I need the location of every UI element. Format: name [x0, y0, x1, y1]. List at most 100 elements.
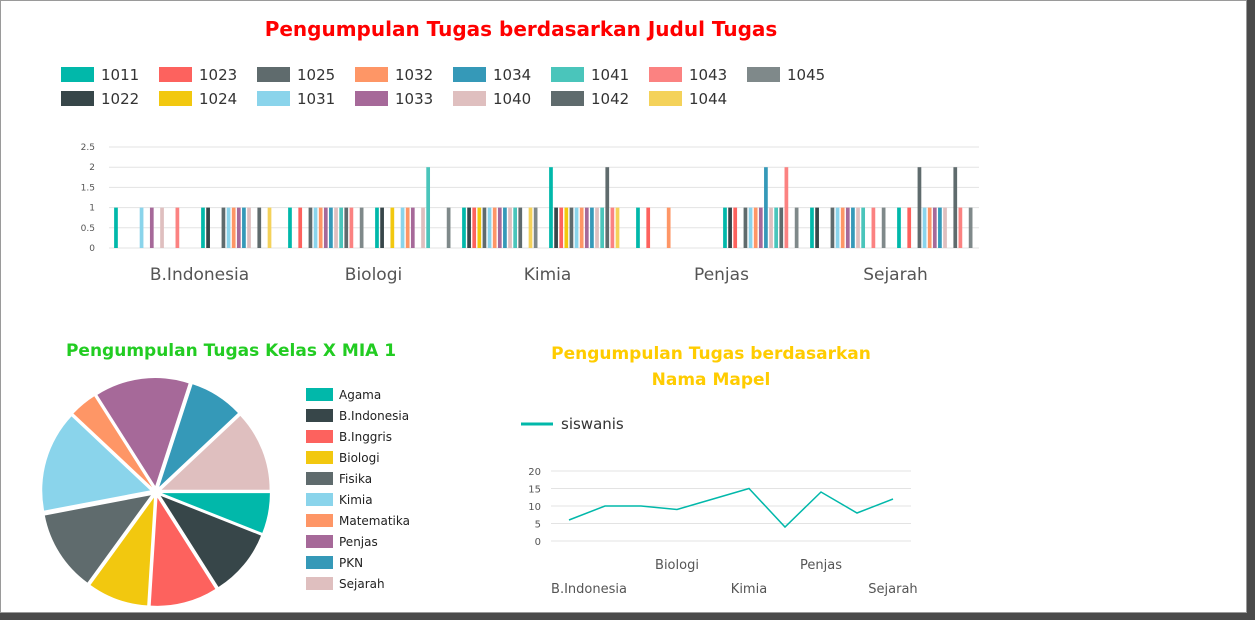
legend-label: PKN [339, 556, 363, 570]
bar [784, 167, 789, 248]
bar [943, 207, 947, 248]
legend-swatch [61, 91, 94, 106]
legend-label: 1041 [591, 66, 629, 84]
pie-slice [44, 495, 151, 583]
legend-swatch [306, 514, 333, 527]
legend-swatch [453, 67, 486, 82]
series-line [568, 487, 894, 529]
bar [206, 207, 210, 248]
y-tick-label: 15 [528, 485, 541, 496]
bar [482, 207, 487, 248]
bar [861, 207, 866, 248]
bar [344, 207, 349, 248]
bar [615, 207, 620, 248]
pie-chart-title: Pengumpulan Tugas Kelas X MIA 1 [65, 341, 397, 361]
legend-swatch [257, 67, 290, 82]
bar [334, 207, 338, 248]
bar [549, 167, 553, 248]
bar [753, 207, 758, 248]
bar [313, 207, 318, 248]
bar [405, 207, 410, 248]
pie-slice [161, 493, 270, 533]
legend-label: 1032 [395, 66, 433, 84]
bar [390, 207, 395, 248]
legend-swatch [306, 430, 333, 443]
bar [590, 207, 594, 248]
bar [917, 167, 922, 248]
x-category-label: Biologi [655, 558, 699, 573]
bar [845, 207, 850, 248]
bar [426, 167, 431, 248]
bar [462, 207, 466, 248]
bar [564, 207, 569, 248]
y-tick-label: 0 [89, 244, 95, 254]
legend-label: Fisika [339, 472, 372, 486]
bar [794, 207, 799, 248]
legend-swatch [306, 409, 333, 422]
bar [636, 207, 640, 248]
bar [298, 207, 303, 248]
bar [533, 207, 538, 248]
bar [610, 207, 615, 248]
legend-label: Agama [339, 388, 381, 402]
x-category-label: Penjas [694, 265, 749, 285]
legend-swatch [355, 67, 388, 82]
y-tick-label: 5 [535, 520, 541, 531]
bar [646, 207, 651, 248]
bar [487, 207, 492, 248]
window-edge-bottom [0, 613, 1255, 620]
bar [329, 207, 333, 248]
pie-chart: Agama B.Indonesia B.Inggris Biologi Fisika Ki… [42, 378, 410, 606]
bar [922, 207, 927, 248]
bar [666, 207, 671, 248]
bar [446, 207, 451, 248]
bar [508, 207, 512, 248]
bar [881, 207, 886, 248]
y-tick-label: 10 [528, 502, 541, 513]
pie-slice [73, 396, 153, 488]
bar [584, 207, 589, 248]
legend-label: Biologi [339, 451, 380, 465]
bar [559, 207, 564, 248]
bar [139, 207, 144, 248]
x-category-label: Kimia [524, 265, 572, 285]
x-category-label: Sejarah [868, 582, 917, 597]
bar [743, 207, 748, 248]
legend-swatch [61, 67, 94, 82]
legend-swatch [306, 472, 333, 485]
bar [851, 207, 855, 248]
legend-swatch [159, 67, 192, 82]
legend-swatch [306, 388, 333, 401]
legend-label: 1031 [297, 90, 335, 108]
bar [810, 207, 814, 248]
bar [472, 207, 477, 248]
bar [835, 207, 840, 248]
legend-label: siswanis [561, 415, 624, 433]
bar [175, 207, 180, 248]
bar [897, 207, 901, 248]
bar [927, 207, 932, 248]
pie-slice [159, 384, 238, 487]
bar [840, 207, 845, 248]
pie-slice [161, 415, 270, 490]
y-tick-label: 1 [89, 204, 95, 214]
bar [600, 207, 605, 248]
bar [968, 207, 973, 248]
legend-label: B.Indonesia [339, 409, 409, 423]
legend-swatch [257, 91, 290, 106]
bar [308, 207, 313, 248]
pie-slice [97, 378, 189, 487]
legend-swatch [747, 67, 780, 82]
bar [477, 207, 482, 248]
bar [160, 207, 164, 248]
bar [764, 167, 768, 248]
bar [201, 207, 205, 248]
legend-label: 1033 [395, 90, 433, 108]
legend-swatch [649, 91, 682, 106]
bar [605, 167, 610, 248]
y-tick-label: 0 [535, 537, 541, 548]
legend-label: 1042 [591, 90, 629, 108]
bar [728, 207, 732, 248]
legend-swatch [649, 67, 682, 82]
bar [758, 207, 763, 248]
